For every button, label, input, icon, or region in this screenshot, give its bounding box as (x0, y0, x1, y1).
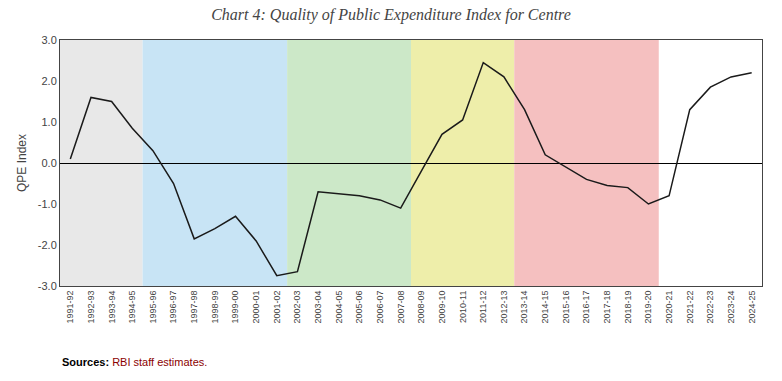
svg-text:2022-23: 2022-23 (705, 291, 715, 324)
svg-text:1994-95: 1994-95 (127, 291, 137, 324)
svg-text:-1.0: -1.0 (38, 198, 57, 210)
svg-text:Chart 4: Quality of Public Exp: Chart 4: Quality of Public Expenditure I… (211, 6, 571, 24)
svg-text:2021-22: 2021-22 (685, 291, 695, 324)
svg-text:1999-00: 1999-00 (230, 291, 240, 324)
svg-text:2003-04: 2003-04 (313, 291, 323, 324)
svg-text:-3.0: -3.0 (38, 280, 57, 292)
svg-text:2009-10: 2009-10 (437, 291, 447, 324)
svg-text:1995-96: 1995-96 (148, 291, 158, 324)
svg-text:2015-16: 2015-16 (561, 291, 571, 324)
svg-text:2013-14: 2013-14 (519, 291, 529, 324)
svg-text:2002-03: 2002-03 (292, 291, 302, 324)
svg-text:2020-21: 2020-21 (664, 291, 674, 324)
svg-text:2011-12: 2011-12 (478, 291, 488, 323)
svg-text:2016-17: 2016-17 (581, 291, 591, 324)
svg-text:2001-02: 2001-02 (272, 291, 282, 324)
svg-text:2018-19: 2018-19 (623, 291, 633, 324)
svg-text:1991-92: 1991-92 (65, 291, 75, 324)
svg-text:2006-07: 2006-07 (375, 291, 385, 324)
svg-text:1992-93: 1992-93 (86, 291, 96, 324)
svg-text:1993-94: 1993-94 (107, 291, 117, 324)
svg-text:Sources: RBI staff estimates.: Sources: RBI staff estimates. (62, 356, 207, 368)
svg-text:1997-98: 1997-98 (189, 291, 199, 324)
svg-text:1.0: 1.0 (42, 116, 57, 128)
svg-text:2010-11: 2010-11 (458, 291, 468, 323)
svg-text:3.0: 3.0 (42, 34, 57, 46)
svg-text:2023-24: 2023-24 (726, 291, 736, 324)
svg-text:2017-18: 2017-18 (602, 291, 612, 324)
svg-text:QPE Index: QPE Index (15, 134, 29, 192)
svg-text:2024-25: 2024-25 (747, 291, 757, 324)
svg-text:2000-01: 2000-01 (251, 291, 261, 324)
svg-text:2007-08: 2007-08 (396, 291, 406, 324)
svg-text:2008-09: 2008-09 (416, 291, 426, 324)
svg-text:2005-06: 2005-06 (354, 291, 364, 324)
svg-text:2012-13: 2012-13 (499, 291, 509, 324)
svg-text:0.0: 0.0 (42, 157, 57, 169)
svg-text:2004-05: 2004-05 (334, 291, 344, 324)
svg-text:2019-20: 2019-20 (643, 291, 653, 324)
svg-text:-2.0: -2.0 (38, 239, 57, 251)
svg-text:2.0: 2.0 (42, 75, 57, 87)
svg-text:1996-97: 1996-97 (168, 291, 178, 324)
svg-text:1998-99: 1998-99 (210, 291, 220, 324)
svg-text:2014-15: 2014-15 (540, 291, 550, 324)
